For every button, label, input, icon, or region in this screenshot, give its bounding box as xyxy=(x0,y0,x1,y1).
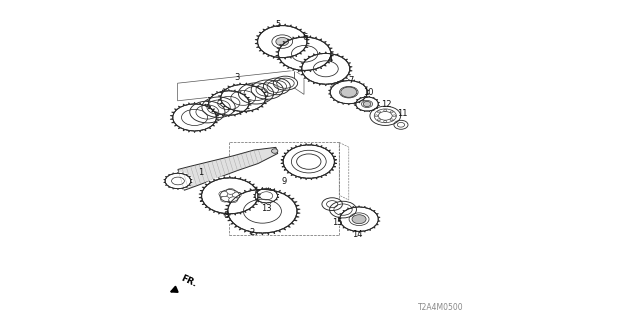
Ellipse shape xyxy=(340,87,357,97)
Text: FR.: FR. xyxy=(179,274,198,289)
Ellipse shape xyxy=(370,106,401,125)
Ellipse shape xyxy=(354,95,380,113)
Text: T2A4M0500: T2A4M0500 xyxy=(418,303,464,312)
Ellipse shape xyxy=(253,187,280,204)
Ellipse shape xyxy=(251,80,283,99)
Ellipse shape xyxy=(364,101,371,107)
Ellipse shape xyxy=(205,89,252,117)
Ellipse shape xyxy=(224,187,301,236)
Text: 1: 1 xyxy=(198,168,204,177)
Ellipse shape xyxy=(280,143,337,180)
Ellipse shape xyxy=(163,172,193,190)
Ellipse shape xyxy=(394,120,408,129)
Text: 7: 7 xyxy=(349,76,354,85)
Ellipse shape xyxy=(202,97,236,117)
Text: 11: 11 xyxy=(397,109,407,118)
Text: 10: 10 xyxy=(363,88,373,97)
Ellipse shape xyxy=(221,196,230,202)
Ellipse shape xyxy=(328,79,370,106)
Text: 8: 8 xyxy=(224,211,229,220)
Text: 14: 14 xyxy=(353,230,363,239)
Ellipse shape xyxy=(337,205,381,233)
Ellipse shape xyxy=(198,176,261,216)
Ellipse shape xyxy=(299,51,353,86)
Ellipse shape xyxy=(228,197,237,203)
Text: 3: 3 xyxy=(235,73,240,82)
Text: 15: 15 xyxy=(332,218,342,227)
Text: 6: 6 xyxy=(302,33,307,42)
Text: 5: 5 xyxy=(275,20,280,29)
Ellipse shape xyxy=(276,37,289,46)
Text: 2: 2 xyxy=(249,228,254,237)
Ellipse shape xyxy=(352,215,366,224)
Ellipse shape xyxy=(218,82,269,114)
Text: 4: 4 xyxy=(328,55,333,64)
Ellipse shape xyxy=(271,149,278,153)
Text: 12: 12 xyxy=(381,100,392,108)
Ellipse shape xyxy=(322,198,342,211)
Ellipse shape xyxy=(219,191,228,197)
Ellipse shape xyxy=(226,188,235,194)
Ellipse shape xyxy=(170,102,220,133)
Ellipse shape xyxy=(255,23,310,60)
Ellipse shape xyxy=(264,78,291,95)
Ellipse shape xyxy=(275,35,334,73)
Polygon shape xyxy=(178,147,278,190)
Ellipse shape xyxy=(232,192,241,198)
Text: 9: 9 xyxy=(282,177,287,186)
Ellipse shape xyxy=(190,101,225,123)
Ellipse shape xyxy=(239,83,274,104)
Text: 13: 13 xyxy=(261,204,271,212)
Ellipse shape xyxy=(330,201,356,218)
Ellipse shape xyxy=(273,76,298,90)
